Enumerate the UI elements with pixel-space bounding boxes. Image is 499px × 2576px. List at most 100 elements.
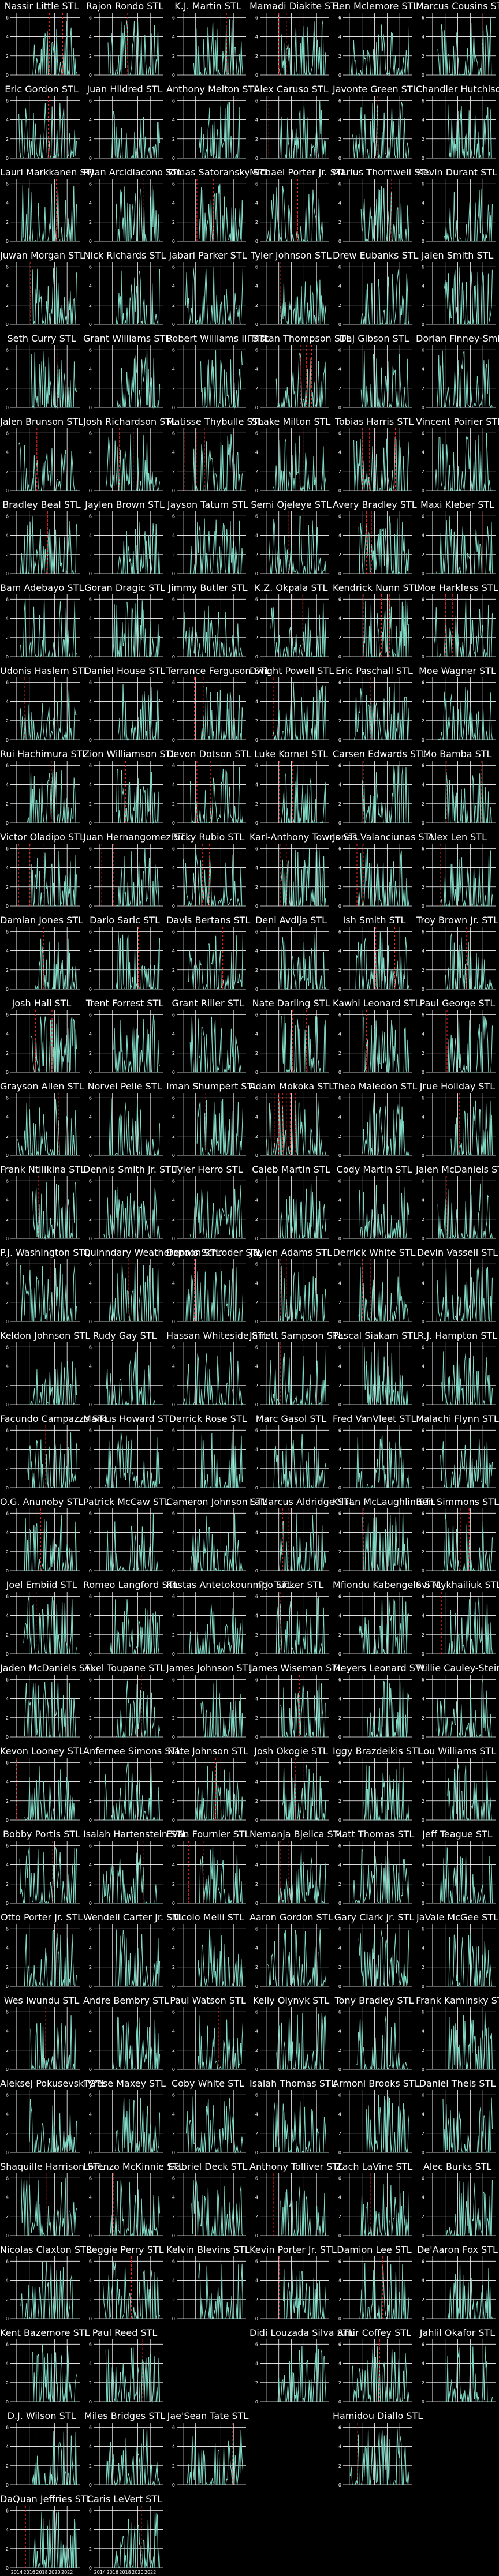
y-tick-label: 4 <box>172 1946 175 1951</box>
panel-plot: 0 2 4 6 <box>422 1841 496 1906</box>
y-tick-label: 6 <box>422 1760 424 1765</box>
chart-panel: Davis Bertans STL 0 2 4 6 <box>166 914 250 997</box>
panel-title: Bam Adebayo STL <box>0 582 84 593</box>
series-line <box>445 772 493 823</box>
y-tick-label: 4 <box>422 367 424 372</box>
panel-plot: 0 2 4 6 <box>172 1176 246 1241</box>
panel-plot: 0 2 4 6 <box>338 2173 412 2238</box>
y-tick-label: 6 <box>6 2342 9 2347</box>
y-tick-label: 2 <box>422 552 424 557</box>
panel-title: Drew Eubanks STL <box>333 250 419 261</box>
y-tick-label: 6 <box>172 1345 175 1350</box>
chart-panel: Coby White STL 0 2 4 6 <box>166 2077 250 2161</box>
y-tick-label: 4 <box>89 533 92 538</box>
chart-panel: D.J. Wilson STL 0 2 4 6 <box>0 2410 83 2493</box>
panel-plot: 0 2 4 6 <box>172 1093 246 1158</box>
y-tick-label: 6 <box>422 1261 424 1267</box>
panel-title: Lou Williams STL <box>418 1746 497 1757</box>
panel-plot: 0 2 4 6 <box>172 1425 246 1491</box>
y-tick-label: 4 <box>338 1780 341 1785</box>
panel-plot: 0 2 4 6 <box>422 844 496 909</box>
series-line <box>185 2096 244 2154</box>
panel-plot: 0 2 4 6 <box>338 262 412 327</box>
series-line <box>352 2346 410 2402</box>
panel-plot: 0 2 4 6 <box>255 179 329 244</box>
y-tick-label: 4 <box>338 2361 341 2367</box>
series-line <box>361 765 410 824</box>
panel-title: Didi Louzada Silva STL <box>250 2327 354 2338</box>
series-line <box>183 605 243 657</box>
chart-panel: Michael Porter Jr. STL 0 2 4 6 <box>250 166 347 249</box>
y-tick-label: 4 <box>255 35 258 40</box>
panel-plot: 0 2 4 6 <box>338 511 412 576</box>
y-tick-label: 2 <box>422 2380 424 2386</box>
y-tick-label: 4 <box>89 699 92 705</box>
chart-panel: Jabari Parker STL 0 2 4 6 <box>166 249 250 332</box>
series-line <box>183 1351 243 1406</box>
chart-panel: Keldon Johnson STL 0 2 4 6 <box>0 1330 90 1413</box>
chart-panel: Tristan Thompson STL 0 2 4 6 <box>250 332 351 415</box>
chart-panel: Svi Mykhailiuk STL 0 2 4 6 <box>416 1579 499 1662</box>
y-tick-label: 2 <box>6 2214 9 2219</box>
series-line <box>189 518 244 575</box>
panel-plot: 0 2 4 6 2014 2016 2018 2020 2022 <box>6 2506 80 2575</box>
panel-title: Goran Dragic STL <box>84 582 165 593</box>
y-tick-label: 0 <box>172 405 175 410</box>
y-tick-label: 6 <box>172 2092 175 2098</box>
y-tick-label: 4 <box>255 1697 258 1702</box>
y-tick-label: 2 <box>6 1383 9 1388</box>
panel-plot: 0 2 4 6 <box>172 1342 246 1407</box>
panel-title: Nemanja Bjelica STL <box>250 1829 344 1840</box>
panel-title: Avery Bradley STL <box>333 499 417 510</box>
y-tick-label: 4 <box>422 1946 424 1951</box>
chart-panel: Romeo Langford STL 0 2 4 6 <box>83 1579 178 1662</box>
y-tick-label: 6 <box>172 430 175 436</box>
y-tick-label: 6 <box>89 1594 92 1599</box>
y-tick-label: 2 <box>422 220 424 225</box>
panel-plot: 0 2 4 6 <box>6 1342 80 1407</box>
panel-plot: 0 2 4 6 <box>172 262 246 327</box>
chart-panel: Terrance Ferguson STL 0 2 4 6 <box>166 665 270 748</box>
y-tick-label: 0 <box>6 1984 9 1989</box>
series-line <box>112 600 161 658</box>
y-tick-label: 6 <box>422 1677 424 1682</box>
panel-title: Jae'Sean Tate STL <box>167 2410 249 2421</box>
y-tick-label: 4 <box>255 949 258 954</box>
panel-title: Jaylen Brown STL <box>85 499 165 510</box>
y-tick-label: 6 <box>172 181 175 186</box>
panel-plot: 0 2 4 6 <box>422 1425 496 1491</box>
y-tick-label: 4 <box>6 35 9 40</box>
y-tick-label: 4 <box>6 782 9 788</box>
y-tick-label: 4 <box>89 1198 92 1203</box>
y-tick-label: 2 <box>422 1466 424 1472</box>
y-tick-label: 0 <box>172 904 175 909</box>
panel-title: Eric Gordon STL <box>5 84 79 95</box>
panel-plot: 0 2 4 6 <box>422 2339 496 2405</box>
y-tick-label: 0 <box>6 2399 9 2405</box>
y-tick-label: 2 <box>89 1882 92 1887</box>
y-tick-label: 4 <box>422 284 424 289</box>
panel-title: Pascal Siakam STL <box>333 1330 418 1341</box>
panel-plot: 0 2 4 6 <box>89 262 163 327</box>
y-tick-label: 4 <box>255 2195 258 2200</box>
panel-title: Kevin Porter Jr. STL <box>250 2244 337 2255</box>
y-tick-label: 2 <box>338 802 341 807</box>
y-tick-label: 4 <box>6 949 9 954</box>
panel-plot: 0 2 4 6 <box>172 2423 246 2488</box>
y-tick-label: 0 <box>89 2483 92 2488</box>
y-tick-label: 6 <box>89 1178 92 1184</box>
y-tick-label: 6 <box>338 98 341 103</box>
y-tick-label: 4 <box>255 1032 258 1037</box>
series-line <box>116 1680 161 1738</box>
panel-title: Tomas Satoransky STL <box>166 167 270 178</box>
panel-title: Theo Maledon STL <box>333 1081 418 1092</box>
y-tick-label: 4 <box>172 1780 175 1785</box>
series-line <box>436 350 493 409</box>
y-tick-label: 4 <box>422 1115 424 1120</box>
y-tick-label: 4 <box>6 866 9 871</box>
panel-title: Josh Okogie STL <box>254 1746 328 1757</box>
panel-plot: 0 2 4 6 <box>338 2256 412 2322</box>
y-tick-label: 2 <box>6 2463 9 2469</box>
panel-title: Ben Mclemore STL <box>333 1 419 12</box>
y-tick-label: 4 <box>422 2195 424 2200</box>
